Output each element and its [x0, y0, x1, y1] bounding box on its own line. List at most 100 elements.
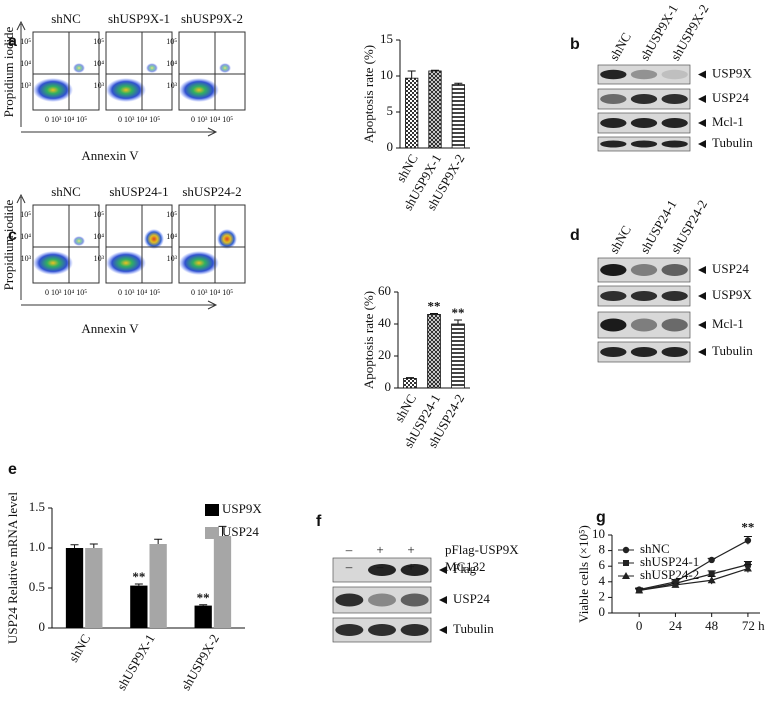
arrowhead [698, 119, 706, 127]
flow-y-tick: 10⁴ [20, 232, 31, 241]
blot-band [400, 564, 429, 576]
blot-band [600, 318, 627, 332]
arrowhead [698, 70, 706, 79]
flow-y-tick: 10⁴ [93, 232, 104, 241]
blot-band [661, 318, 688, 332]
flow-x-ticks: 0 10³ 10⁴ 10⁵ [118, 288, 160, 297]
bar [451, 84, 465, 149]
bar [194, 605, 212, 628]
legend-swatch [205, 504, 219, 516]
error-bar [454, 82, 463, 85]
cell-cloud [33, 78, 73, 102]
lane-label: shNC [606, 223, 634, 256]
series-line [639, 539, 749, 591]
condition-name: MG132 [445, 559, 485, 574]
flow-y-tick: 10³ [94, 81, 105, 90]
arrowhead [698, 140, 706, 148]
protein-label: USP24 [712, 90, 749, 105]
significance: ** [741, 520, 754, 535]
flow-y-tick: 10⁵ [93, 37, 104, 46]
y-tick-label: 1.0 [29, 539, 45, 554]
blot-band [630, 140, 658, 148]
sample-label: shUSP24-2 [182, 184, 241, 199]
bar [428, 70, 442, 149]
point [708, 571, 715, 577]
error-bar [406, 377, 414, 379]
panel-label: g [596, 509, 606, 526]
x-tick-label: 72 h [742, 618, 765, 633]
sample-label: shUSP9X-1 [108, 11, 170, 26]
point [671, 580, 680, 588]
bar [85, 548, 103, 628]
cell-cloud [144, 229, 164, 249]
error-bar [199, 604, 208, 606]
blot-band [368, 593, 396, 607]
legend-label: USP24 [222, 524, 259, 539]
cell-cloud [179, 251, 219, 275]
bar [427, 313, 441, 389]
cell-cloud [73, 63, 85, 73]
blot-band [600, 347, 627, 357]
blot-band [600, 118, 627, 128]
y-tick-label: 10 [380, 67, 393, 82]
panel-label: b [570, 36, 580, 53]
axis-arrow [16, 20, 26, 127]
point [743, 564, 752, 572]
blot-band [400, 624, 429, 636]
arrowhead [698, 321, 706, 329]
significance: ** [132, 569, 145, 584]
blot-band [600, 140, 627, 148]
y-tick-label: 0 [387, 139, 394, 154]
error-bar [154, 538, 163, 544]
panel-label: e [8, 461, 17, 478]
x-tick-label: 24 [669, 618, 683, 633]
error-bar [407, 70, 416, 79]
cell-cloud [106, 251, 146, 275]
protein-label: USP24 [712, 261, 749, 276]
protein-label: USP9X [712, 287, 752, 302]
condition-name: pFlag-USP9X [445, 542, 519, 557]
flow-x-ticks: 0 10³ 10⁴ 10⁵ [191, 288, 233, 297]
x-tick-label: shUSP9X-2 [178, 631, 222, 692]
protein-label: USP9X [712, 65, 752, 80]
flow-y-tick: 10⁴ [20, 59, 31, 68]
error-bar [218, 525, 227, 536]
flow-y-tick: 10³ [21, 254, 32, 263]
blot-band [661, 69, 688, 80]
bar [451, 323, 465, 389]
flow-y-tick: 10⁵ [20, 210, 31, 219]
arrowhead [698, 266, 706, 274]
flow-y-tick: 10⁴ [93, 59, 104, 68]
flow-y-tick: 10⁵ [166, 210, 177, 219]
y-tick-label: 0.5 [29, 579, 45, 594]
arrowhead [698, 292, 706, 300]
arrowhead [439, 596, 447, 604]
legend-marker [623, 560, 629, 566]
y-tick-label: 4 [599, 573, 606, 588]
arrowhead [698, 95, 706, 103]
blot-band [630, 69, 658, 80]
x-axis-label: Annexin V [81, 321, 139, 336]
protein-label: USP24 [453, 591, 490, 606]
blot-band [630, 318, 658, 332]
blot-band [600, 264, 627, 276]
sample-label: shNC [51, 184, 81, 199]
sample-label: shUSP9X-2 [181, 11, 243, 26]
y-tick-label: 2 [599, 588, 606, 603]
error-bar [454, 319, 462, 324]
error-bar [431, 69, 439, 71]
flow-y-tick: 10⁵ [93, 210, 104, 219]
panel-label: c [8, 227, 17, 244]
legend-label: USP9X [222, 501, 262, 516]
blot-band [630, 94, 658, 104]
condition-sign: – [345, 542, 353, 557]
y-tick-label: 6 [599, 557, 606, 572]
y-tick-label: 0 [599, 604, 606, 619]
blot-band [368, 564, 396, 576]
y-axis-label: USP24 Relative mRNA level [5, 492, 20, 644]
flow-x-ticks: 0 10³ 10⁴ 10⁵ [118, 115, 160, 124]
blot-band [335, 624, 364, 636]
flow-y-tick: 10³ [94, 254, 105, 263]
condition-sign: + [407, 542, 414, 557]
